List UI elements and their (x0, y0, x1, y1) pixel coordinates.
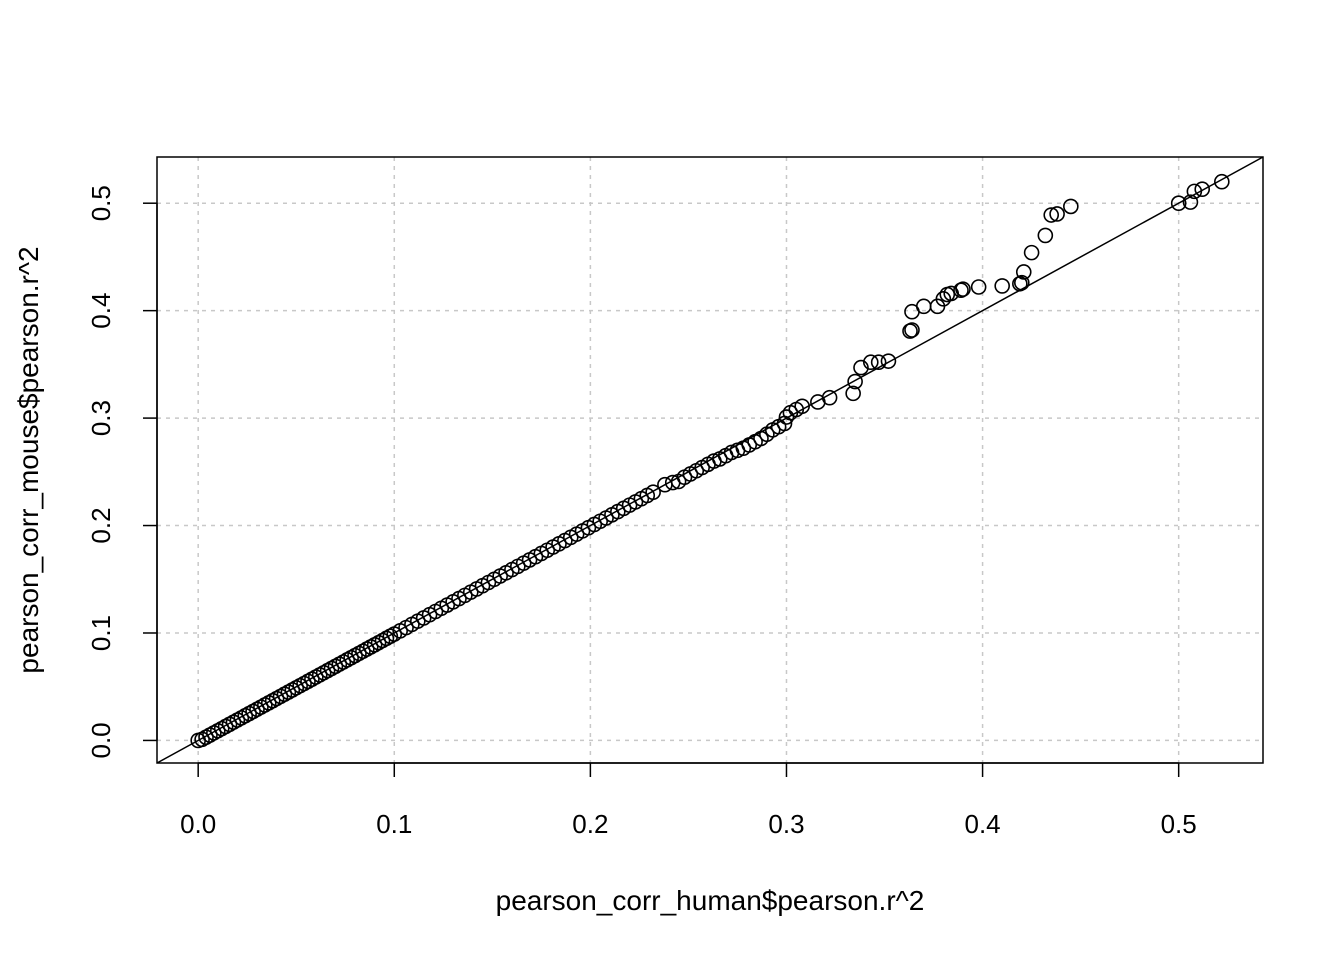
y-axis-title: pearson_corr_mouse$pearson.r^2 (13, 246, 44, 673)
data-point-139 (994, 278, 1010, 294)
data-point-142 (1015, 264, 1032, 280)
data-point-126 (870, 354, 887, 371)
identity-line (156, 156, 1264, 764)
data-point-124 (853, 359, 869, 376)
data-point-152 (1214, 173, 1230, 190)
y-tick-label-2: 0.2 (86, 507, 116, 543)
y-axis: 0.0 0.1 0.2 0.3 0.4 0.5 (86, 185, 158, 759)
data-point-145 (1043, 207, 1060, 223)
data-point-147 (1063, 198, 1079, 215)
data-point-127 (880, 353, 897, 369)
data-point-149 (1182, 194, 1199, 210)
data-point-94 (645, 484, 661, 501)
y-tick-label-1: 0.1 (86, 615, 116, 651)
data-point-125 (863, 354, 879, 371)
y-tick-label-4: 0.4 (86, 293, 116, 329)
data-point-129 (904, 322, 920, 338)
x-tick-label-1: 0.1 (376, 809, 412, 839)
data-point-143 (1023, 244, 1040, 261)
data-point-123 (847, 373, 863, 390)
x-tick-label-3: 0.3 (768, 809, 804, 839)
data-point-138 (970, 279, 987, 295)
data-point-151 (1194, 181, 1211, 198)
data-point-144 (1037, 227, 1054, 244)
y-tick-label-3: 0.3 (86, 400, 116, 436)
x-tick-label-2: 0.2 (572, 809, 608, 839)
x-axis: 0.0 0.1 0.2 0.3 0.4 0.5 (180, 762, 1197, 839)
identity-line-layer (156, 156, 1264, 764)
grid-lines (157, 157, 1263, 763)
data-point-150 (1186, 183, 1203, 200)
x-tick-label-0: 0.0 (180, 809, 216, 839)
x-axis-title: pearson_corr_human$pearson.r^2 (496, 885, 925, 916)
data-point-148 (1170, 195, 1187, 212)
data-point-121 (821, 389, 838, 406)
x-tick-label-5: 0.5 (1161, 809, 1197, 839)
data-point-137 (955, 281, 971, 297)
data-point-116 (778, 409, 795, 425)
data-point-141 (1013, 274, 1030, 291)
x-tick-label-4: 0.4 (964, 809, 1000, 839)
data-point-133 (935, 291, 952, 307)
y-tick-label-0: 0.0 (86, 722, 116, 758)
data-points (190, 173, 1230, 749)
data-point-119 (794, 398, 810, 415)
y-tick-label-5: 0.5 (86, 185, 116, 221)
data-point-146 (1049, 206, 1065, 222)
data-point-122 (845, 385, 861, 402)
